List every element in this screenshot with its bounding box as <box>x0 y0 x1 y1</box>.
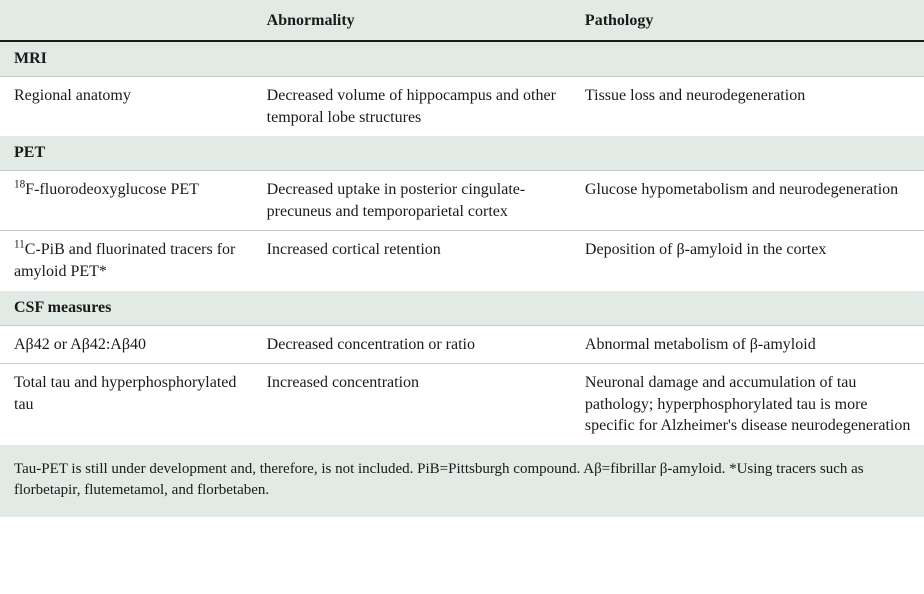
cell-abnormality: Decreased volume of hippocampus and othe… <box>257 77 575 137</box>
section-row: PET <box>0 136 924 171</box>
cell-pathology: Neuronal damage and accumulation of tau … <box>575 364 924 445</box>
cell-measure: Total tau and hyperphosphorylated tau <box>0 364 257 445</box>
header-row: Abnormality Pathology <box>0 0 924 41</box>
cell-measure: 11C-PiB and fluorinated tracers for amyl… <box>0 231 257 291</box>
cell-pathology: Tissue loss and neurodegeneration <box>575 77 924 137</box>
cell-abnormality: Increased cortical retention <box>257 231 575 291</box>
section-row: CSF measures <box>0 291 924 326</box>
table-row: 11C-PiB and fluorinated tracers for amyl… <box>0 231 924 291</box>
cell-pathology: Glucose hypometabolism and neurodegenera… <box>575 171 924 231</box>
table-body: MRIRegional anatomyDecreased volume of h… <box>0 41 924 445</box>
table-row: Regional anatomyDecreased volume of hipp… <box>0 77 924 137</box>
header-abnormality: Abnormality <box>257 0 575 41</box>
table-row: Total tau and hyperphosphorylated tauInc… <box>0 364 924 445</box>
cell-measure: Aβ42 or Aβ42:Aβ40 <box>0 325 257 364</box>
table-footnote: Tau-PET is still under development and, … <box>0 445 924 517</box>
section-title: CSF measures <box>0 291 924 326</box>
cell-measure: 18F-fluorodeoxyglucose PET <box>0 171 257 231</box>
section-row: MRI <box>0 41 924 77</box>
cell-measure: Regional anatomy <box>0 77 257 137</box>
table: Abnormality Pathology MRIRegional anatom… <box>0 0 924 445</box>
cell-pathology: Deposition of β-amyloid in the cortex <box>575 231 924 291</box>
header-pathology: Pathology <box>575 0 924 41</box>
cell-abnormality: Increased concentration <box>257 364 575 445</box>
table-row: 18F-fluorodeoxyglucose PETDecreased upta… <box>0 171 924 231</box>
section-title: PET <box>0 136 924 171</box>
header-measure <box>0 0 257 41</box>
table-row: Aβ42 or Aβ42:Aβ40Decreased concentration… <box>0 325 924 364</box>
cell-abnormality: Decreased uptake in posterior cingulate-… <box>257 171 575 231</box>
biomarker-table: Abnormality Pathology MRIRegional anatom… <box>0 0 924 517</box>
section-title: MRI <box>0 41 924 77</box>
cell-pathology: Abnormal metabolism of β-amyloid <box>575 325 924 364</box>
cell-abnormality: Decreased concentration or ratio <box>257 325 575 364</box>
